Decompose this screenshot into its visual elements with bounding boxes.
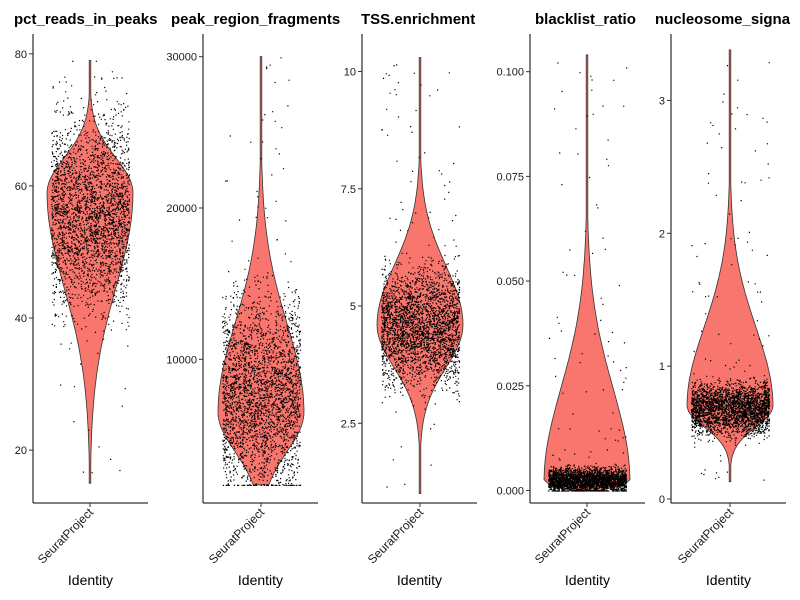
x-axis-label: Identity: [68, 572, 113, 588]
violin-panel-3: 2.5 5 7.5 10 SeuratProject Identity TSS.enrich…: [341, 11, 477, 588]
y-tick-label: 3: [659, 95, 665, 107]
x-tick-label: SeuratProject: [532, 505, 594, 567]
y-tick-label: 60: [15, 181, 27, 193]
x-tick-label: SeuratProject: [675, 505, 737, 567]
panel-title: pct_reads_in_peaks: [14, 11, 157, 28]
jitter-point: [381, 64, 461, 488]
jitter-points: [691, 62, 771, 481]
violin-panel-1: 20 40 60 80 SeuratProject Identity pct_reads_i…: [14, 11, 157, 588]
panel-title: TSS.enrichment: [361, 11, 475, 28]
panel-title: peak_region_fragments: [171, 11, 340, 28]
y-tick-label: 2: [659, 228, 665, 240]
x-axis-label: Identity: [397, 572, 442, 588]
y-tick-label: 2.5: [341, 418, 356, 430]
x-axis-label: Identity: [238, 572, 283, 588]
y-tick-label: 0.000: [496, 485, 524, 497]
y-tick-label: 80: [15, 49, 27, 61]
x-axis-label: Identity: [565, 572, 610, 588]
y-tick-label: 40: [15, 313, 27, 325]
y-tick-label: 0.075: [496, 171, 524, 183]
y-tick-label: 5: [350, 301, 356, 313]
y-tick-label: 1: [659, 361, 665, 373]
y-tick-label: 10: [344, 67, 356, 79]
x-tick-label: SeuratProject: [35, 505, 97, 567]
y-tick-label: 20000: [166, 203, 197, 215]
y-tick-label: 0.025: [496, 381, 524, 393]
x-tick-label: SeuratProject: [365, 505, 427, 567]
jitter-point: [222, 57, 302, 486]
jitter-point: [691, 62, 771, 481]
violin-panel-2: 10000 20000 30000 SeuratProject Identity peak…: [166, 11, 340, 588]
y-tick-label: 0: [659, 494, 665, 506]
x-axis-label: Identity: [706, 572, 751, 588]
x-tick-label: SeuratProject: [206, 505, 268, 567]
violin-panel-4: 0.000 0.025 0.050 0.075 0.100 SeuratProject Id…: [496, 11, 645, 588]
y-tick-label: 30000: [166, 52, 197, 64]
panel-title: blacklist_ratio: [535, 11, 636, 28]
y-tick-label: 0.050: [496, 276, 524, 288]
y-tick-label: 0.100: [496, 67, 524, 79]
y-tick-label: 20: [15, 445, 27, 457]
y-tick-label: 10000: [166, 354, 197, 366]
jitter-points: [381, 64, 461, 488]
violin-panel-5: 0 1 2 3 SeuratProject Identity nucleosome_sign…: [655, 11, 791, 588]
y-tick-label: 7.5: [341, 184, 356, 196]
panel-title: nucleosome_signa: [655, 11, 791, 28]
jitter-points: [222, 57, 302, 486]
violin-shape: [686, 49, 774, 483]
violin-shape: [543, 54, 631, 491]
